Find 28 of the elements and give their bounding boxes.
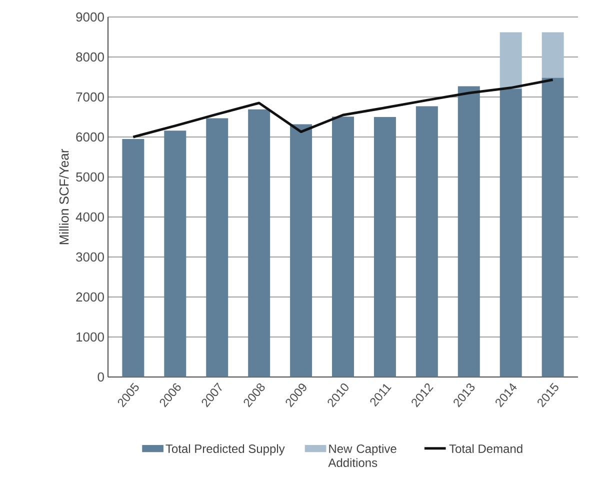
legend-label: Total Demand: [449, 444, 522, 453]
bar: [458, 86, 480, 377]
bar: [542, 78, 564, 377]
bar: [374, 116, 396, 377]
y-tick-label: 9000: [76, 12, 104, 22]
bar: [164, 130, 186, 377]
y-tick-label: 0: [98, 372, 104, 382]
bar: [206, 118, 228, 377]
y-axis-title: Million SCF/Year: [59, 149, 69, 244]
bar: [542, 32, 564, 78]
bar: [416, 106, 438, 377]
y-tick-label: 6000: [76, 132, 104, 142]
bar: [122, 138, 144, 377]
y-tick-label: 3000: [76, 252, 104, 262]
y-tick-label: 8000: [76, 52, 104, 62]
bar: [290, 124, 312, 377]
y-tick-label: 4000: [76, 212, 104, 222]
legend-label: New Captive Additions: [328, 444, 396, 467]
legend-label: Total Predicted Supply: [166, 444, 285, 456]
bar: [332, 116, 354, 377]
bar: [500, 88, 522, 377]
y-tick-label: 2000: [76, 292, 104, 302]
y-tick-label: 5000: [76, 172, 104, 182]
y-tick-label: 1000: [76, 332, 104, 342]
bar: [500, 32, 522, 89]
line-series: [132, 78, 554, 138]
y-tick-label: 7000: [76, 92, 104, 102]
bar: [248, 109, 270, 377]
